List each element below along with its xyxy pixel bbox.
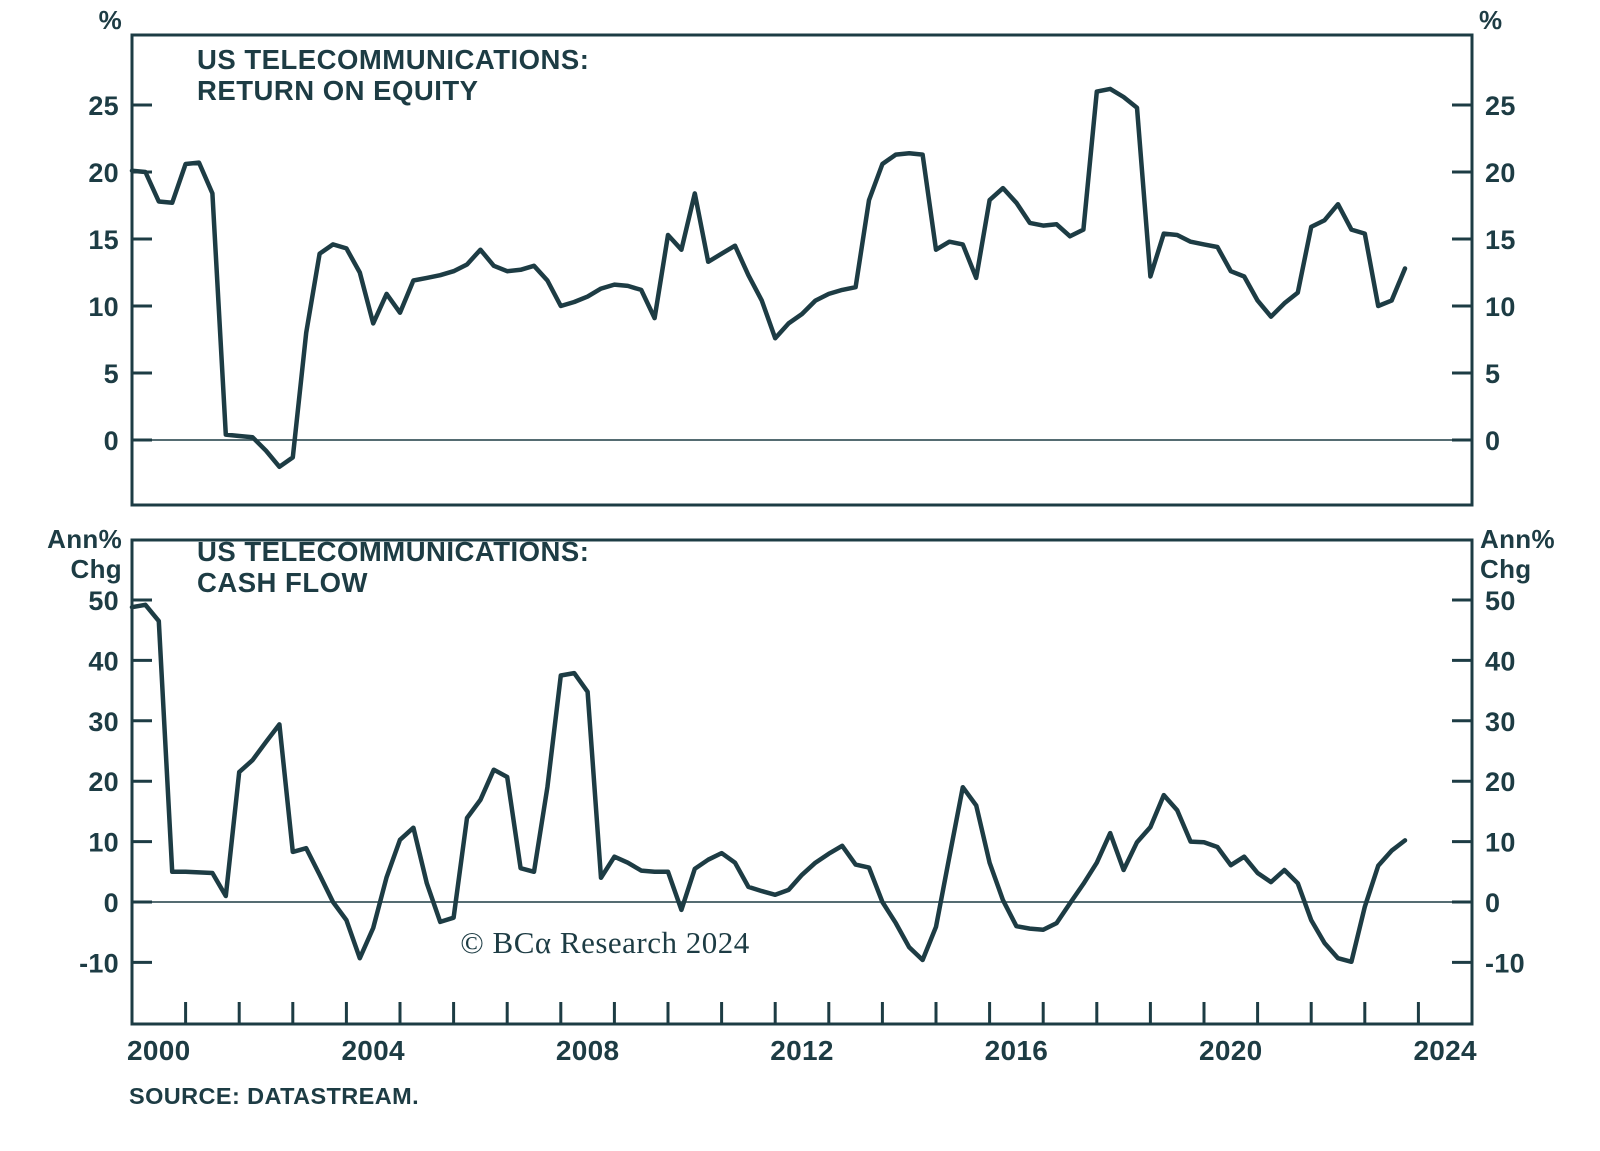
- cash-flow-y-tick-label-right: 30: [1485, 707, 1516, 737]
- cash-flow-panel-frame: [130, 538, 1474, 1026]
- roe-y-tick-label-left: 25: [88, 91, 119, 121]
- roe-y-tick-label-left: 15: [88, 225, 119, 255]
- source-note: SOURCE: DATASTREAM.: [129, 1083, 420, 1109]
- roe-title: US TELECOMMUNICATIONS: RETURN ON EQUITY: [197, 44, 589, 106]
- roe-y-tick-label-right: 20: [1485, 158, 1516, 188]
- x-tick-label: 2020: [1199, 1035, 1263, 1066]
- cash-flow-right-axis-unit-line1: Ann%: [1480, 524, 1555, 554]
- x-tick-label: 2024: [1413, 1035, 1477, 1066]
- cash-flow-right-axis-unit: Ann% Chg: [1480, 524, 1590, 584]
- roe-y-tick-label-left: 10: [88, 292, 119, 322]
- x-tick-label: 2000: [127, 1035, 191, 1066]
- cash-flow-y-tick-label-right: 0: [1485, 888, 1500, 918]
- cash-flow-y-tick-label-left: 50: [88, 586, 119, 616]
- roe-title-line2: RETURN ON EQUITY: [197, 75, 479, 106]
- roe-line: [129, 86, 1408, 470]
- cash-flow-left-axis-unit-line2: Chg: [70, 554, 122, 584]
- cash-flow-y-tick-label-right: 20: [1485, 767, 1516, 797]
- roe-y-tick-label-right: 5: [1485, 359, 1500, 389]
- roe-right-axis-unit: %: [1479, 5, 1503, 35]
- cash-flow-y-tick-label-right: 10: [1485, 828, 1516, 858]
- cash-flow-y-tick-label-left: 20: [88, 767, 119, 797]
- cash-flow-title-line1: US TELECOMMUNICATIONS:: [197, 536, 590, 567]
- cash-flow-y-tick-label-left: 10: [88, 828, 119, 858]
- roe-y-tick-label-right: 0: [1485, 426, 1500, 456]
- roe-y-tick-label-left: 20: [88, 158, 119, 188]
- cash-flow-y-tick-label-left: 0: [104, 888, 119, 918]
- cash-flow-title-line2: CASH FLOW: [197, 567, 369, 598]
- roe-left-axis-unit: %: [98, 5, 122, 35]
- x-tick-label: 2008: [556, 1035, 620, 1066]
- cash-flow-y-tick-label-right: -10: [1485, 948, 1525, 978]
- roe-y-tick-label-right: 15: [1485, 225, 1516, 255]
- cash-flow-y-tick-label-right: 40: [1485, 646, 1516, 676]
- copyright-note: © BCα Research 2024: [460, 925, 750, 960]
- cash-flow-left-axis-unit: Ann% Chg: [28, 524, 122, 584]
- cash-flow-line: [129, 602, 1408, 965]
- roe-y-tick-label-right: 10: [1485, 292, 1516, 322]
- cash-flow-title: US TELECOMMUNICATIONS: CASH FLOW: [197, 536, 589, 598]
- cash-flow-y-tick-label-right: 50: [1485, 586, 1516, 616]
- cash-flow-left-axis-unit-line1: Ann%: [47, 524, 122, 554]
- cash-flow-y-tick-label-left: -10: [79, 948, 119, 978]
- cash-flow-right-axis-unit-line2: Chg: [1480, 554, 1532, 584]
- x-tick-label: 2012: [770, 1035, 834, 1066]
- roe-title-line1: US TELECOMMUNICATIONS:: [197, 44, 590, 75]
- cash-flow-y-tick-label-left: 30: [88, 707, 119, 737]
- roe-y-tick-label-left: 0: [104, 426, 119, 456]
- roe-y-tick-label-right: 25: [1485, 91, 1516, 121]
- roe-y-tick-label-left: 5: [104, 359, 119, 389]
- roe-panel-frame: [130, 33, 1474, 507]
- cash-flow-y-tick-label-left: 40: [88, 646, 119, 676]
- x-tick-label: 2004: [341, 1035, 405, 1066]
- x-tick-label: 2016: [985, 1035, 1049, 1066]
